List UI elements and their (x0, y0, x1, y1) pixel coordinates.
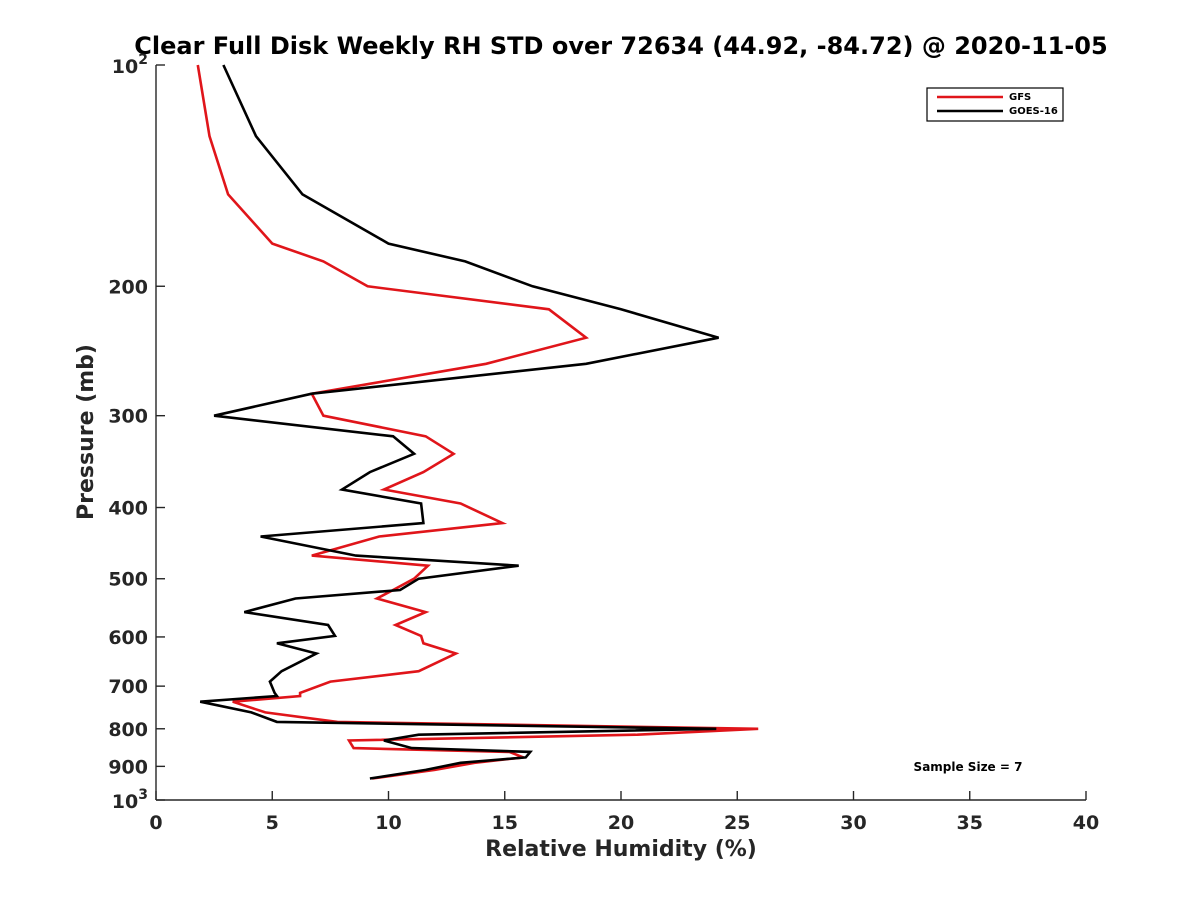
chart-title: Clear Full Disk Weekly RH STD over 72634… (134, 32, 1107, 60)
x-tick-label: 40 (1073, 812, 1099, 834)
legend-label-goes16: GOES-16 (1009, 106, 1058, 117)
series-layer (196, 64, 759, 780)
x-tick-label: 30 (840, 812, 866, 834)
y-tick-label: 400 (108, 498, 148, 520)
x-tick-label: 35 (957, 812, 983, 834)
legend-label-gfs: GFS (1009, 92, 1031, 103)
legend: GFS GOES-16 (926, 87, 1064, 122)
y-tick-label: 103 (112, 787, 148, 813)
x-tick-label: 15 (492, 812, 518, 834)
y-axis-label: Pressure (mb) (74, 344, 99, 520)
axes-layer: 0 5 10 15 20 25 30 35 40 102 200 300 400 500 600 700 800… (108, 52, 1099, 834)
x-tick-label: 10 (375, 812, 401, 834)
series-line-goes16 (199, 64, 719, 780)
legend-box (926, 87, 1064, 122)
y-tick-label: 900 (108, 756, 148, 778)
y-tick-label: 600 (108, 627, 148, 649)
y-tick-label: 102 (112, 52, 148, 78)
y-tick-label: 300 (108, 406, 148, 428)
x-axis-label: Relative Humidity (%) (485, 837, 757, 862)
x-tick-label: 0 (149, 812, 162, 834)
y-tick-label: 200 (108, 276, 148, 298)
y-tick-label: 500 (108, 569, 148, 591)
x-tick-label: 20 (608, 812, 634, 834)
sample-size-annotation: Sample Size = 7 (914, 760, 1023, 774)
series-line-gfs (196, 64, 759, 780)
y-tick-label: 700 (108, 676, 148, 698)
x-tick-label: 25 (724, 812, 750, 834)
x-tick-label: 5 (266, 812, 279, 834)
y-tick-label: 800 (108, 719, 148, 741)
